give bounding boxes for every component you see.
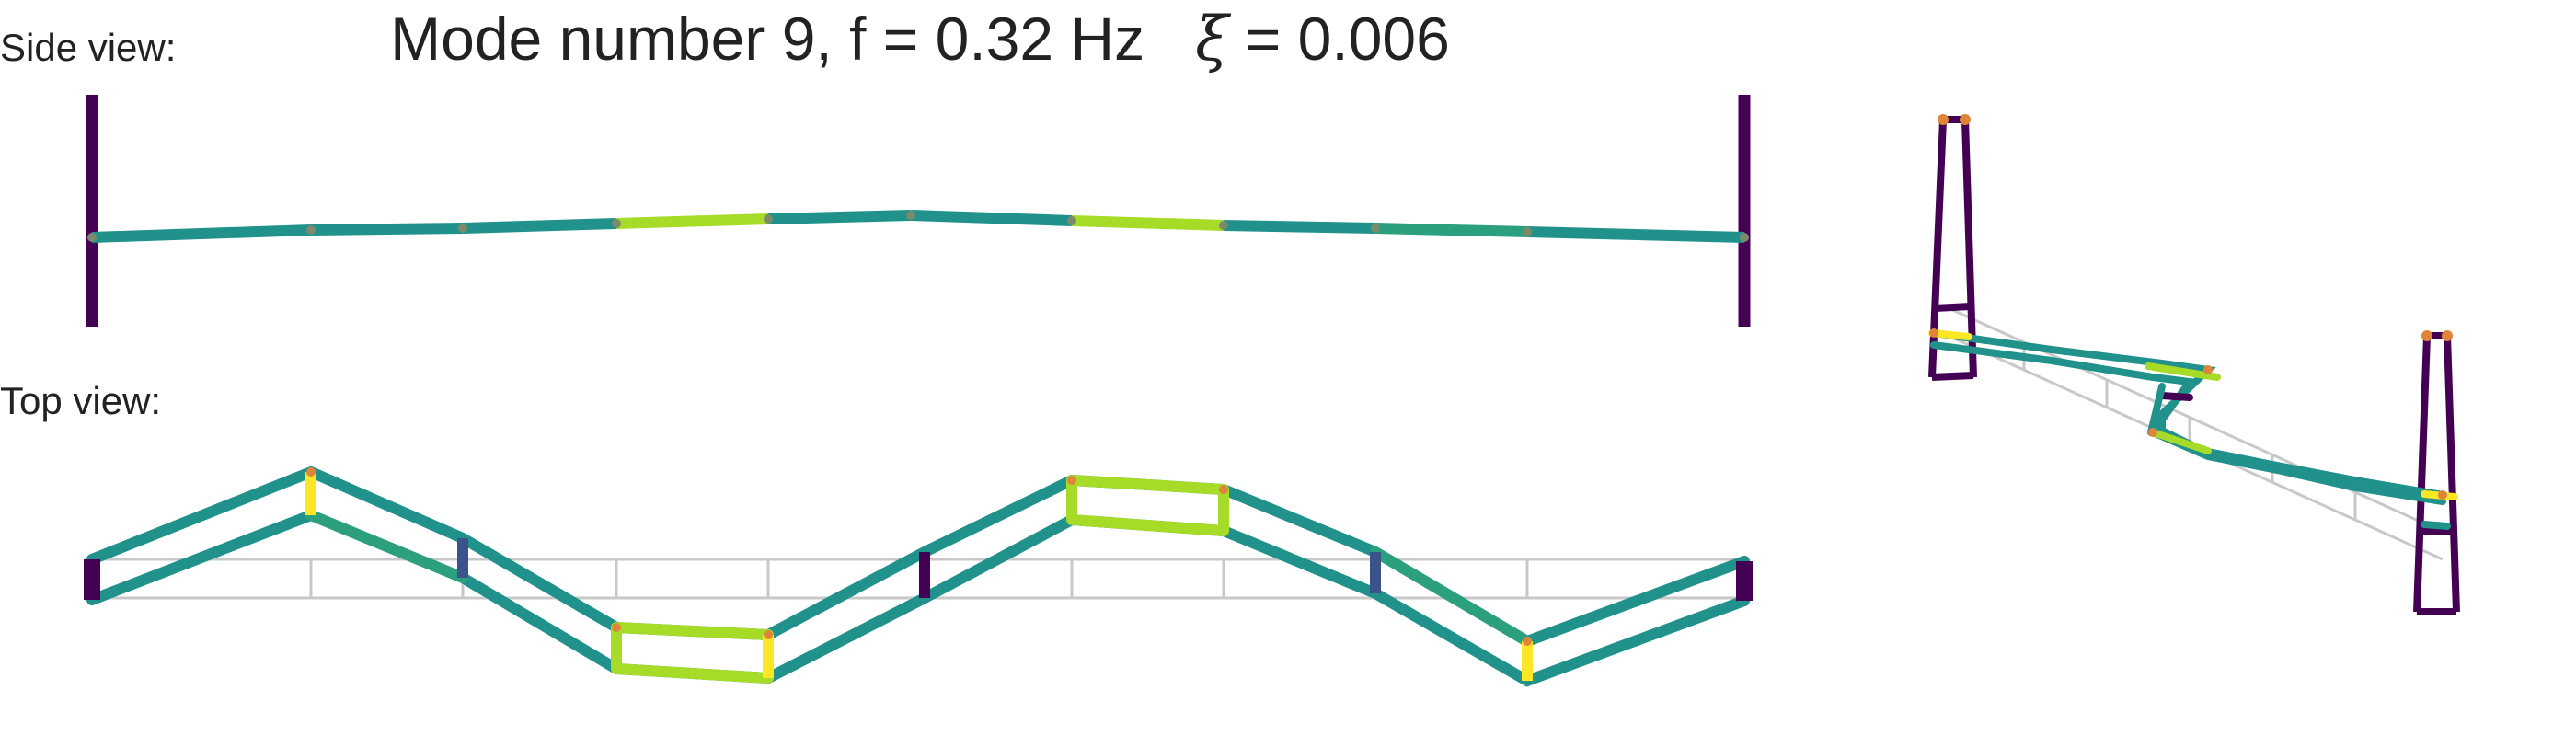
side-node bbox=[1523, 227, 1532, 236]
side-deck-segment bbox=[1071, 215, 1225, 231]
title-damping-value: = 0.006 bbox=[1228, 5, 1450, 73]
side-node bbox=[906, 211, 915, 220]
top-deck-edge-upper bbox=[86, 466, 1750, 648]
iso-node bbox=[1929, 328, 1938, 338]
iso-node bbox=[2438, 490, 2447, 500]
iso-deck-rung bbox=[2421, 521, 2451, 530]
iso-deck-rung bbox=[2147, 383, 2166, 436]
top-deformed-edges bbox=[86, 466, 1750, 687]
top-deck-edge-lime bbox=[611, 622, 774, 640]
iso-undeformed-edge bbox=[1948, 306, 2444, 534]
side-deck-segment bbox=[1223, 220, 1376, 234]
top-deck-edge-lime bbox=[1066, 475, 1229, 495]
side-deck-segment bbox=[462, 218, 617, 234]
top-deck-edge-lime bbox=[1066, 514, 1229, 536]
top-deck-edge-green bbox=[305, 510, 468, 583]
side-deck-segment bbox=[91, 224, 312, 243]
top-deck-edge-lime bbox=[611, 663, 774, 684]
iso-node bbox=[1960, 114, 1971, 125]
tower-leg bbox=[2444, 335, 2460, 613]
iso-right-tower bbox=[2413, 332, 2460, 615]
top-node bbox=[1067, 476, 1076, 485]
top-node bbox=[1219, 485, 1228, 494]
iso-deck-rung bbox=[2158, 392, 2193, 401]
top-node bbox=[1523, 637, 1532, 646]
top-rungs bbox=[84, 472, 1753, 681]
top-undeformed-grid bbox=[92, 558, 1744, 600]
title-mode-frequency: Mode number 9, f = 0.32 Hz bbox=[390, 5, 1145, 73]
side-node bbox=[458, 224, 467, 233]
iso-node bbox=[2421, 330, 2432, 341]
iso-node bbox=[2203, 365, 2213, 374]
side-node bbox=[1740, 233, 1749, 242]
tower-leg bbox=[2413, 335, 2431, 613]
isometric-view bbox=[1928, 114, 2460, 615]
iso-deck bbox=[1928, 329, 2458, 530]
tower-beam bbox=[1934, 303, 1972, 312]
top-node bbox=[612, 623, 621, 632]
side-node bbox=[1067, 216, 1076, 225]
side-deck-segment bbox=[310, 223, 464, 236]
tower-leg bbox=[1961, 119, 1977, 378]
side-deck-segment bbox=[1526, 226, 1745, 243]
iso-deck-edge-lime bbox=[2149, 429, 2212, 454]
side-deck-segment bbox=[1374, 223, 1528, 237]
side-deck-segment bbox=[910, 210, 1073, 226]
side-deck bbox=[91, 210, 1745, 243]
side-nodes bbox=[87, 211, 1749, 242]
top-deck-edge-green bbox=[1370, 546, 1533, 647]
side-deck-segment bbox=[615, 213, 769, 229]
side-node bbox=[1371, 224, 1380, 233]
side-node bbox=[764, 214, 773, 224]
top-node bbox=[306, 467, 316, 477]
top-node bbox=[764, 630, 773, 639]
iso-deck-edge-lime bbox=[2145, 362, 2221, 381]
tower-beam bbox=[1931, 372, 1974, 381]
top-view bbox=[84, 466, 1753, 687]
top-view-label: Top view: bbox=[0, 379, 162, 422]
side-view-label: Side view: bbox=[0, 26, 177, 69]
side-deck-segment bbox=[767, 210, 912, 224]
iso-node bbox=[2148, 428, 2157, 437]
side-node bbox=[306, 225, 316, 235]
tower-leg bbox=[1928, 119, 1947, 378]
iso-node bbox=[1938, 114, 1949, 125]
top-nodes bbox=[306, 467, 1532, 646]
side-node bbox=[1219, 221, 1228, 230]
iso-node bbox=[2442, 330, 2453, 341]
side-node bbox=[87, 233, 97, 242]
iso-nodes bbox=[1929, 114, 2453, 500]
side-view bbox=[86, 95, 1751, 327]
side-node bbox=[612, 219, 621, 228]
figure-title: Mode number 9, f = 0.32 Hz ξ = 0.006 bbox=[0, 4, 1840, 75]
title-xi-symbol: ξ bbox=[1195, 4, 1229, 75]
